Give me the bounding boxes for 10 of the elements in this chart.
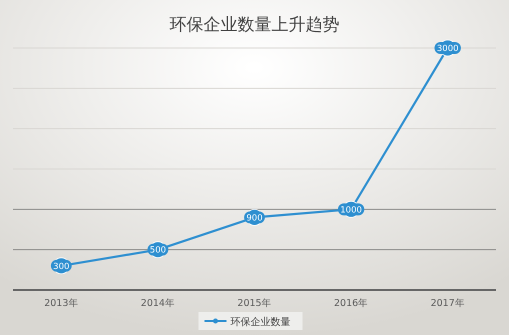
data-label: 300: [53, 262, 70, 272]
data-label: 500: [150, 246, 166, 256]
legend-label: 环保企业数量: [230, 316, 290, 328]
x-tick-label: 2017年: [430, 297, 465, 309]
title: 环保企业数量上升趋势: [170, 15, 340, 35]
data-label: 900: [246, 213, 263, 224]
x-tick-label: 2016年: [334, 297, 368, 309]
x-tick-label: 2015年: [237, 297, 272, 309]
x-tick-label: 2013年: [44, 297, 78, 309]
x-tick-label: 2014年: [140, 297, 175, 309]
